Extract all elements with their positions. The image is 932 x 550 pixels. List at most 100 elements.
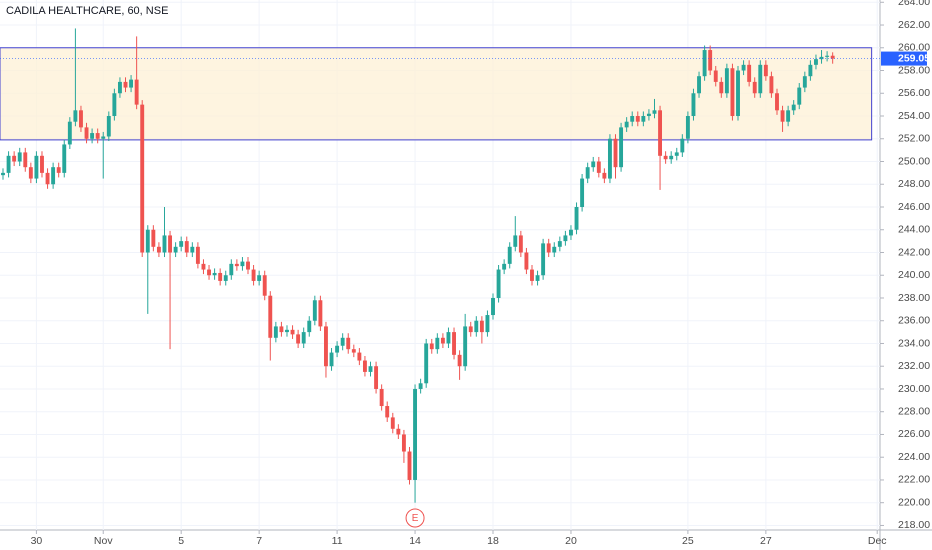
candle-body	[530, 269, 534, 281]
candle-body	[557, 241, 562, 247]
candle-body	[607, 138, 612, 179]
candle-body	[418, 383, 423, 389]
candle-body	[156, 246, 161, 253]
candle-body	[207, 269, 211, 276]
x-tick-label: Nov	[94, 535, 113, 547]
y-tick-label: 248.00	[898, 178, 930, 190]
y-tick-label: 260.00	[898, 42, 930, 54]
y-tick-label: 228.00	[898, 405, 930, 417]
candle-body	[56, 167, 61, 173]
candle-body	[446, 332, 451, 344]
candle-body	[301, 332, 306, 344]
candle-body	[652, 110, 657, 114]
event-label: E	[412, 513, 419, 524]
last-price-tag	[881, 51, 927, 66]
candle-body	[129, 79, 134, 88]
candle-body	[273, 326, 278, 338]
candle-body	[240, 261, 245, 267]
candle-body	[814, 59, 818, 65]
candle-body	[641, 116, 646, 122]
candle-body	[585, 167, 590, 179]
candle-body	[40, 155, 44, 173]
candle-body	[808, 64, 813, 77]
candle-body	[195, 246, 200, 264]
candle-body	[251, 269, 256, 281]
candle-body	[463, 326, 468, 367]
candle-body	[151, 229, 156, 247]
candle-body	[246, 261, 250, 270]
candle-body	[413, 388, 418, 480]
candle-body	[262, 275, 267, 296]
y-tick-label: 232.00	[898, 360, 930, 372]
candle-body	[351, 349, 356, 353]
candle-body	[669, 155, 674, 160]
candle-body	[257, 275, 262, 281]
candle-body	[385, 406, 390, 418]
y-tick-label: 240.00	[898, 269, 930, 281]
candle-body	[674, 152, 679, 156]
candle-body	[457, 354, 462, 367]
candle-body	[474, 320, 479, 333]
candle-body	[6, 155, 11, 173]
candle-body	[569, 229, 573, 236]
candle-body	[201, 263, 206, 270]
candle-body	[218, 272, 223, 281]
candle-body	[491, 297, 495, 316]
x-tick-label: 14	[409, 535, 421, 547]
candle-body	[780, 110, 785, 122]
y-tick-label: 262.00	[898, 19, 930, 31]
candle-body	[758, 64, 763, 94]
chart-title: CADILA HEALTHCARE, 60, NSE	[6, 5, 168, 17]
candle-body	[485, 315, 490, 333]
candle-body	[84, 127, 89, 139]
candle-body	[775, 93, 779, 111]
y-tick-label: 258.00	[898, 64, 930, 76]
y-tick-label: 250.00	[898, 155, 930, 167]
y-tick-label: 226.00	[898, 428, 930, 440]
candle-body	[479, 320, 484, 333]
candle-body	[563, 235, 568, 242]
candle-body	[168, 235, 173, 253]
candle-body	[324, 326, 328, 367]
y-tick-label: 254.00	[898, 110, 930, 122]
candle-body	[513, 235, 518, 247]
candle-body	[79, 110, 83, 128]
candle-body	[312, 300, 317, 321]
candle-body	[830, 55, 835, 59]
candle-body	[17, 152, 22, 162]
candle-body	[791, 104, 796, 111]
candle-body	[346, 337, 351, 350]
candle-body	[73, 110, 78, 122]
candle-body	[362, 360, 367, 372]
candle-body	[741, 64, 746, 71]
y-tick-label: 256.00	[898, 87, 930, 99]
candle-body	[708, 50, 713, 71]
candle-body	[602, 172, 607, 179]
candle-body	[468, 326, 473, 333]
event-marker	[405, 508, 425, 528]
candle-body	[541, 243, 546, 276]
candle-body	[279, 326, 284, 333]
y-tick-label: 244.00	[898, 224, 930, 236]
candle-body	[819, 56, 824, 60]
candle-body	[524, 252, 529, 270]
candle-body	[697, 76, 701, 94]
candle-body	[134, 79, 139, 105]
candle-body	[407, 451, 412, 480]
candle-body	[736, 70, 740, 117]
y-tick-label: 242.00	[898, 246, 930, 258]
y-tick-label: 264.00	[898, 0, 930, 8]
y-tick-label: 220.00	[898, 496, 930, 508]
y-tick-label: 236.00	[898, 315, 930, 327]
candle-body	[396, 428, 401, 435]
candle-body	[190, 246, 195, 253]
candle-body	[234, 263, 239, 267]
candle-body	[518, 235, 523, 253]
y-tick-label: 222.00	[898, 474, 930, 486]
candle-body	[713, 70, 718, 82]
candle-body	[724, 68, 729, 94]
candle-body	[296, 334, 301, 344]
candle-body	[12, 155, 17, 162]
candle-body	[223, 275, 228, 281]
candle-body	[401, 434, 406, 452]
